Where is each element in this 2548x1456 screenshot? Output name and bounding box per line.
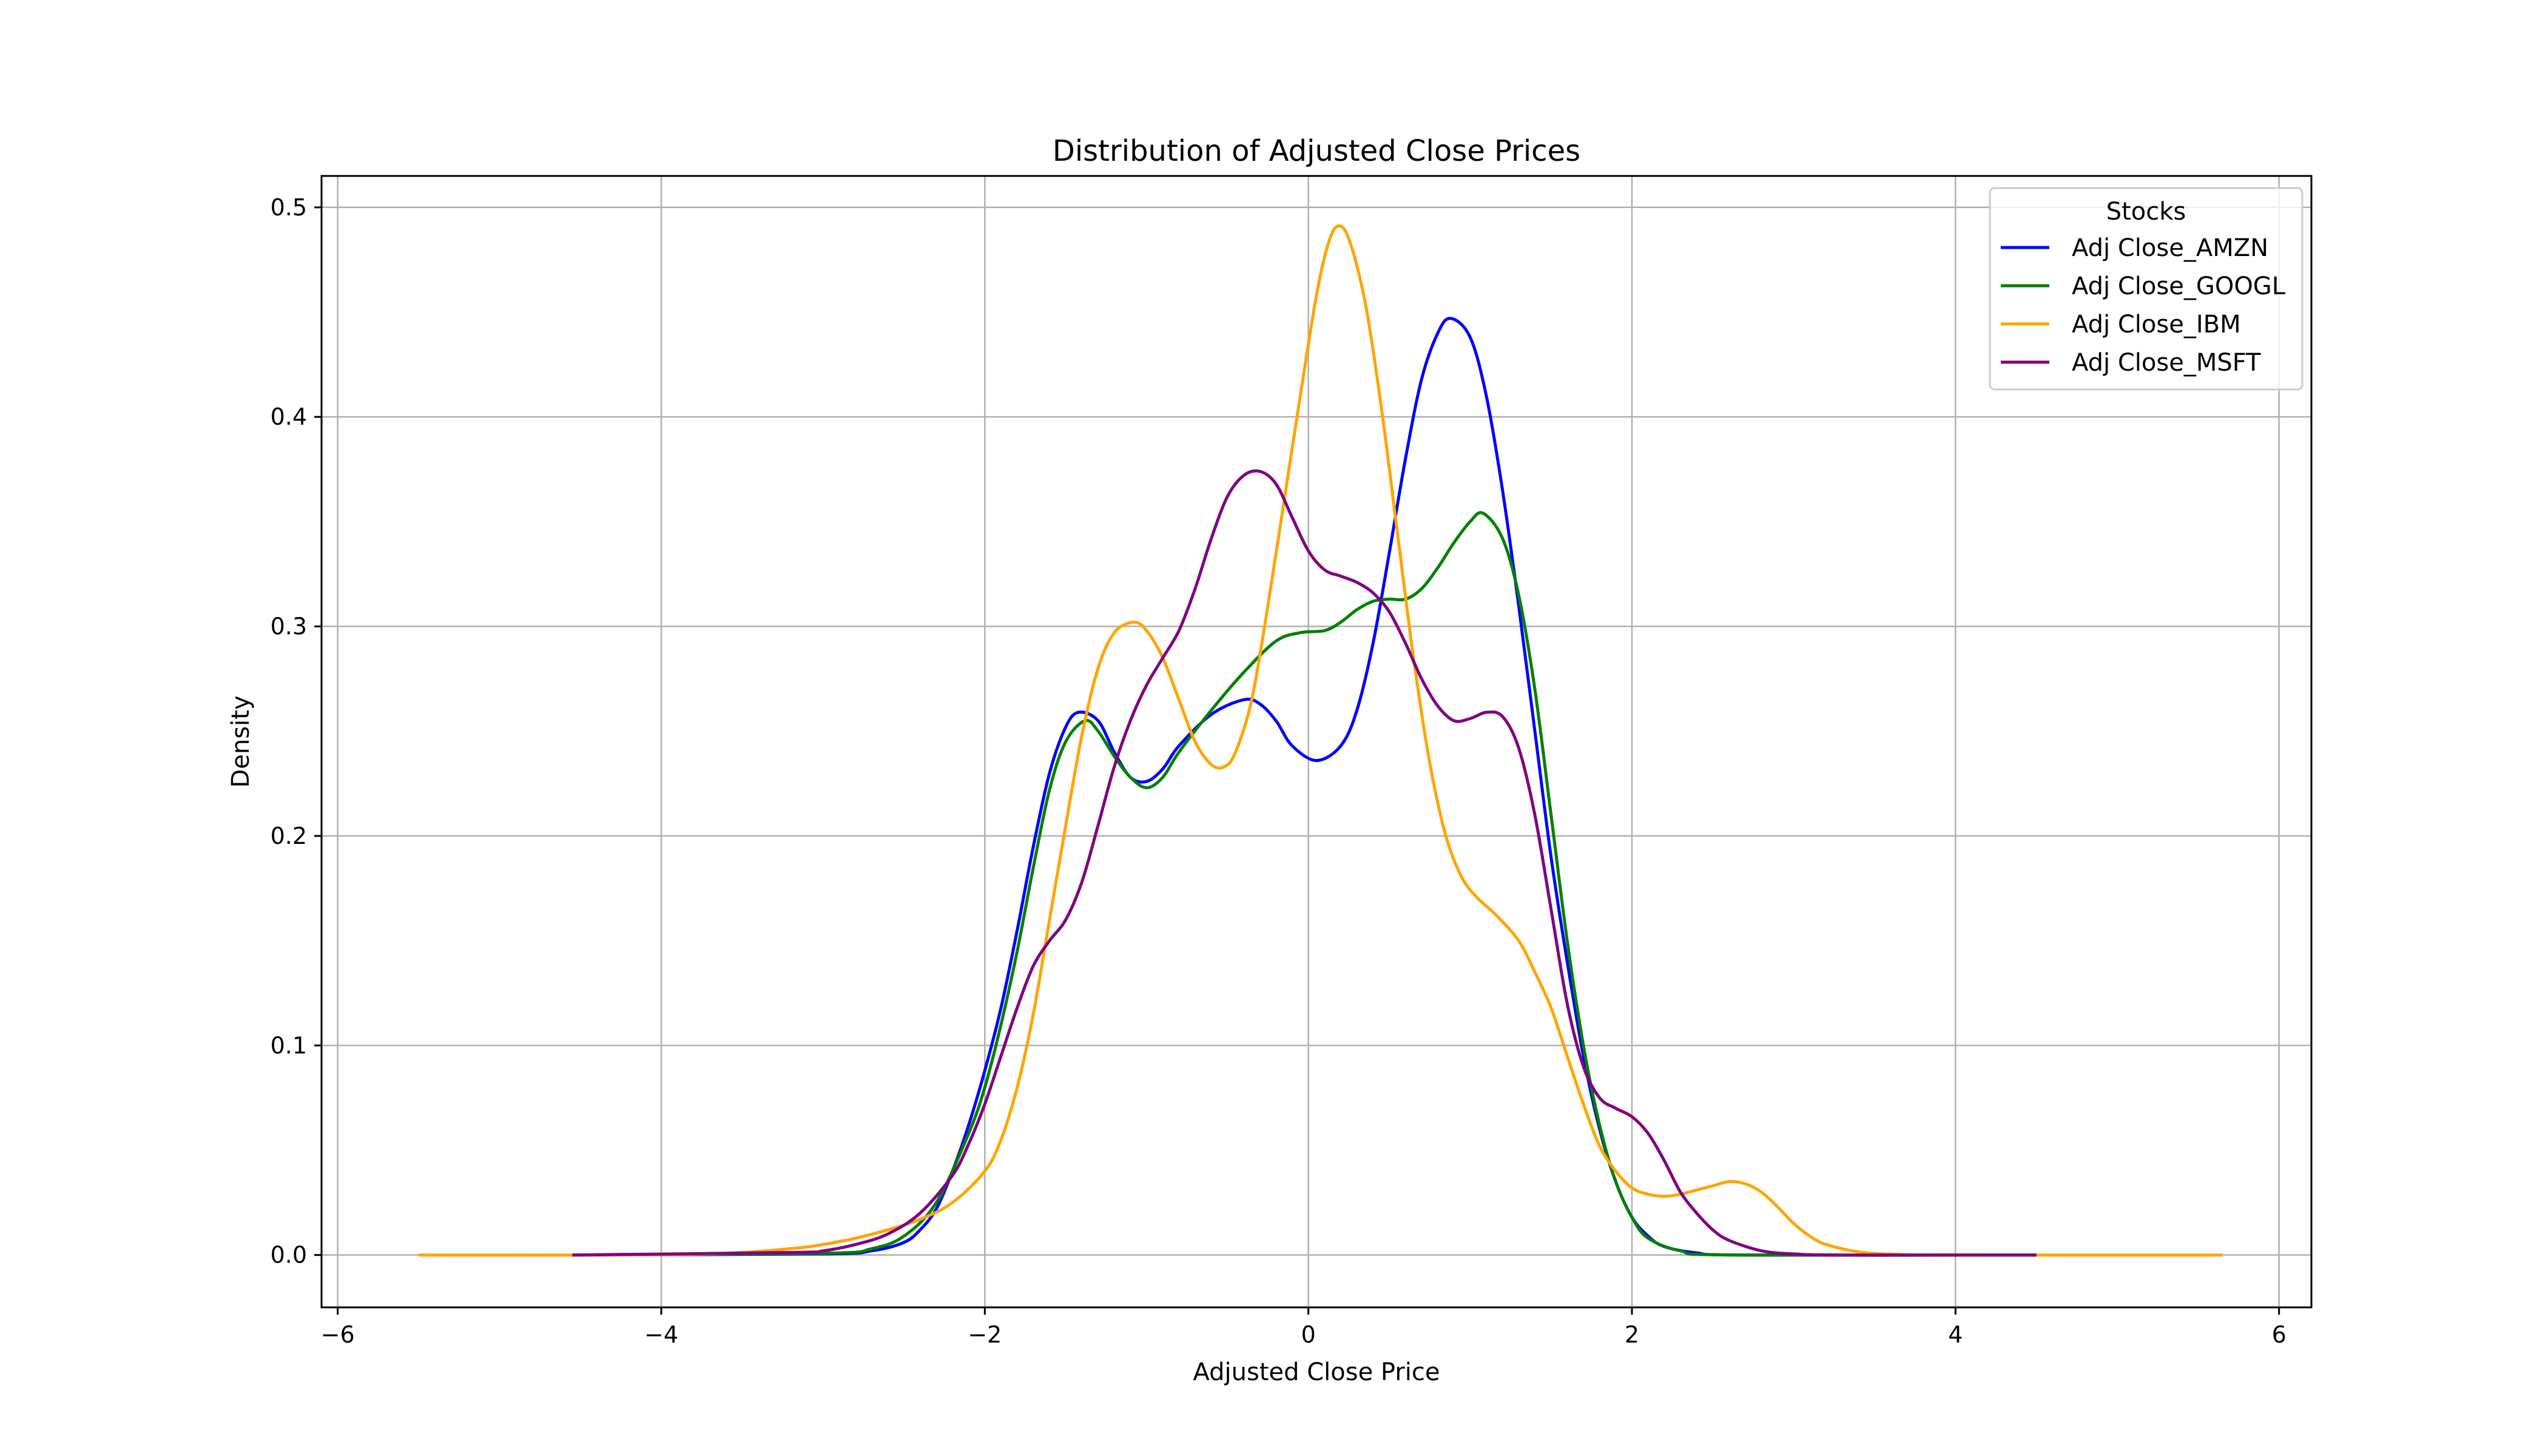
x-tick-label: −6: [321, 1321, 355, 1348]
legend-entry-label: Adj Close_AMZN: [2072, 234, 2268, 262]
axes-frame: [320, 175, 2313, 1309]
y-tick-label: 0.1: [271, 1032, 307, 1059]
x-tick-label: 0: [1301, 1321, 1316, 1348]
legend-title: Stocks: [2106, 198, 2186, 226]
x-axis-label: Adjusted Close Price: [1193, 1358, 1440, 1386]
x-tick-label: −4: [644, 1321, 678, 1348]
y-tick-label: 0.0: [271, 1242, 307, 1269]
series-line-adj-close-ibm: [418, 224, 2223, 1257]
y-tick-label: 0.5: [271, 194, 307, 221]
y-tick-label: 0.3: [271, 613, 307, 640]
x-tick-label: 2: [1625, 1321, 1639, 1348]
series-line-adj-close-msft: [572, 469, 2037, 1257]
y-tick-label: 0.4: [271, 403, 307, 430]
ticks: −6 −4 −2 0 2 4 6 0.0 0.1 0.2 0.3 0.4 0.5: [271, 194, 2287, 1348]
chart-title: Distribution of Adjusted Close Prices: [1053, 134, 1580, 168]
series-line-adj-close-amzn: [572, 317, 2037, 1257]
x-tick-label: 6: [2272, 1321, 2287, 1348]
legend-box: [1989, 187, 2304, 391]
legend-entries: Adj Close_AMZN Adj Close_GOOGL Adj Close_I…: [2001, 234, 2286, 377]
legend-entry-label: Adj Close_GOOGL: [2072, 272, 2286, 300]
y-axis-label: Density: [227, 695, 255, 787]
x-tick-label: 4: [1948, 1321, 1963, 1348]
legend-entry-label: Adj Close_MSFT: [2072, 349, 2261, 377]
x-tick-label: −2: [968, 1321, 1002, 1348]
series-lines: [418, 224, 2223, 1257]
series-line-adj-close-googl: [572, 511, 2037, 1257]
y-tick-label: 0.2: [271, 823, 307, 849]
legend-entry-label: Adj Close_IBM: [2072, 311, 2241, 339]
